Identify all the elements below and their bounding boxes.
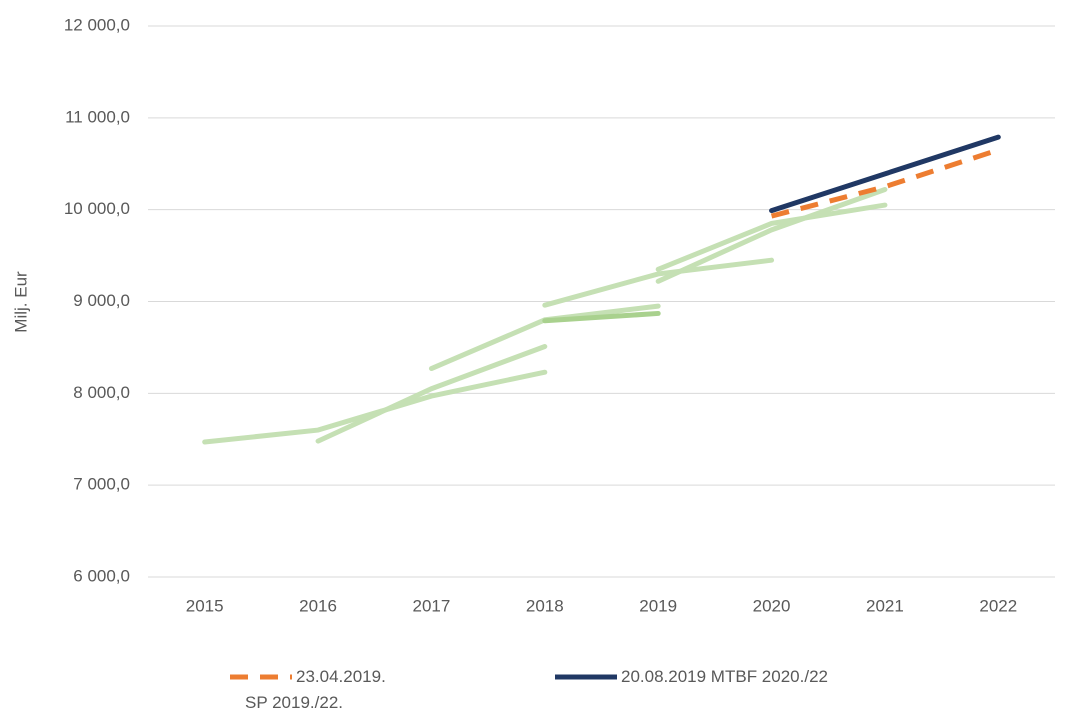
x-tick-label: 2019 bbox=[639, 596, 677, 615]
series-line bbox=[202, 369, 548, 445]
x-tick-label: 2021 bbox=[866, 596, 904, 615]
series-line bbox=[655, 202, 888, 272]
series-line bbox=[542, 310, 661, 324]
x-tick-label: 2022 bbox=[979, 596, 1017, 615]
y-tick-label: 7 000,0 bbox=[73, 475, 130, 494]
series-line bbox=[542, 257, 775, 308]
series-line bbox=[315, 343, 548, 444]
x-tick-label: 2018 bbox=[526, 596, 564, 615]
x-tick-label: 2017 bbox=[413, 596, 451, 615]
y-tick-label: 8 000,0 bbox=[73, 383, 130, 402]
y-tick-label: 11 000,0 bbox=[65, 107, 130, 126]
x-tick-label: 2015 bbox=[186, 596, 224, 615]
legend-label: 20.08.2019 MTBF 2020./22 bbox=[621, 667, 828, 686]
series-line bbox=[655, 186, 888, 284]
x-tick-label: 2016 bbox=[299, 596, 337, 615]
legend-label: 23.04.2019. SP 2019./22. bbox=[245, 667, 386, 712]
series-line bbox=[769, 134, 1001, 214]
x-tick-label: 2020 bbox=[753, 596, 791, 615]
y-tick-label: 10 000,0 bbox=[64, 199, 130, 218]
y-tick-label: 6 000,0 bbox=[73, 566, 130, 585]
y-tick-label: 9 000,0 bbox=[73, 291, 130, 310]
y-axis-label: Milj. Eur bbox=[11, 271, 30, 333]
series-line bbox=[770, 147, 1000, 219]
y-tick-label: 12 000,0 bbox=[64, 15, 130, 34]
